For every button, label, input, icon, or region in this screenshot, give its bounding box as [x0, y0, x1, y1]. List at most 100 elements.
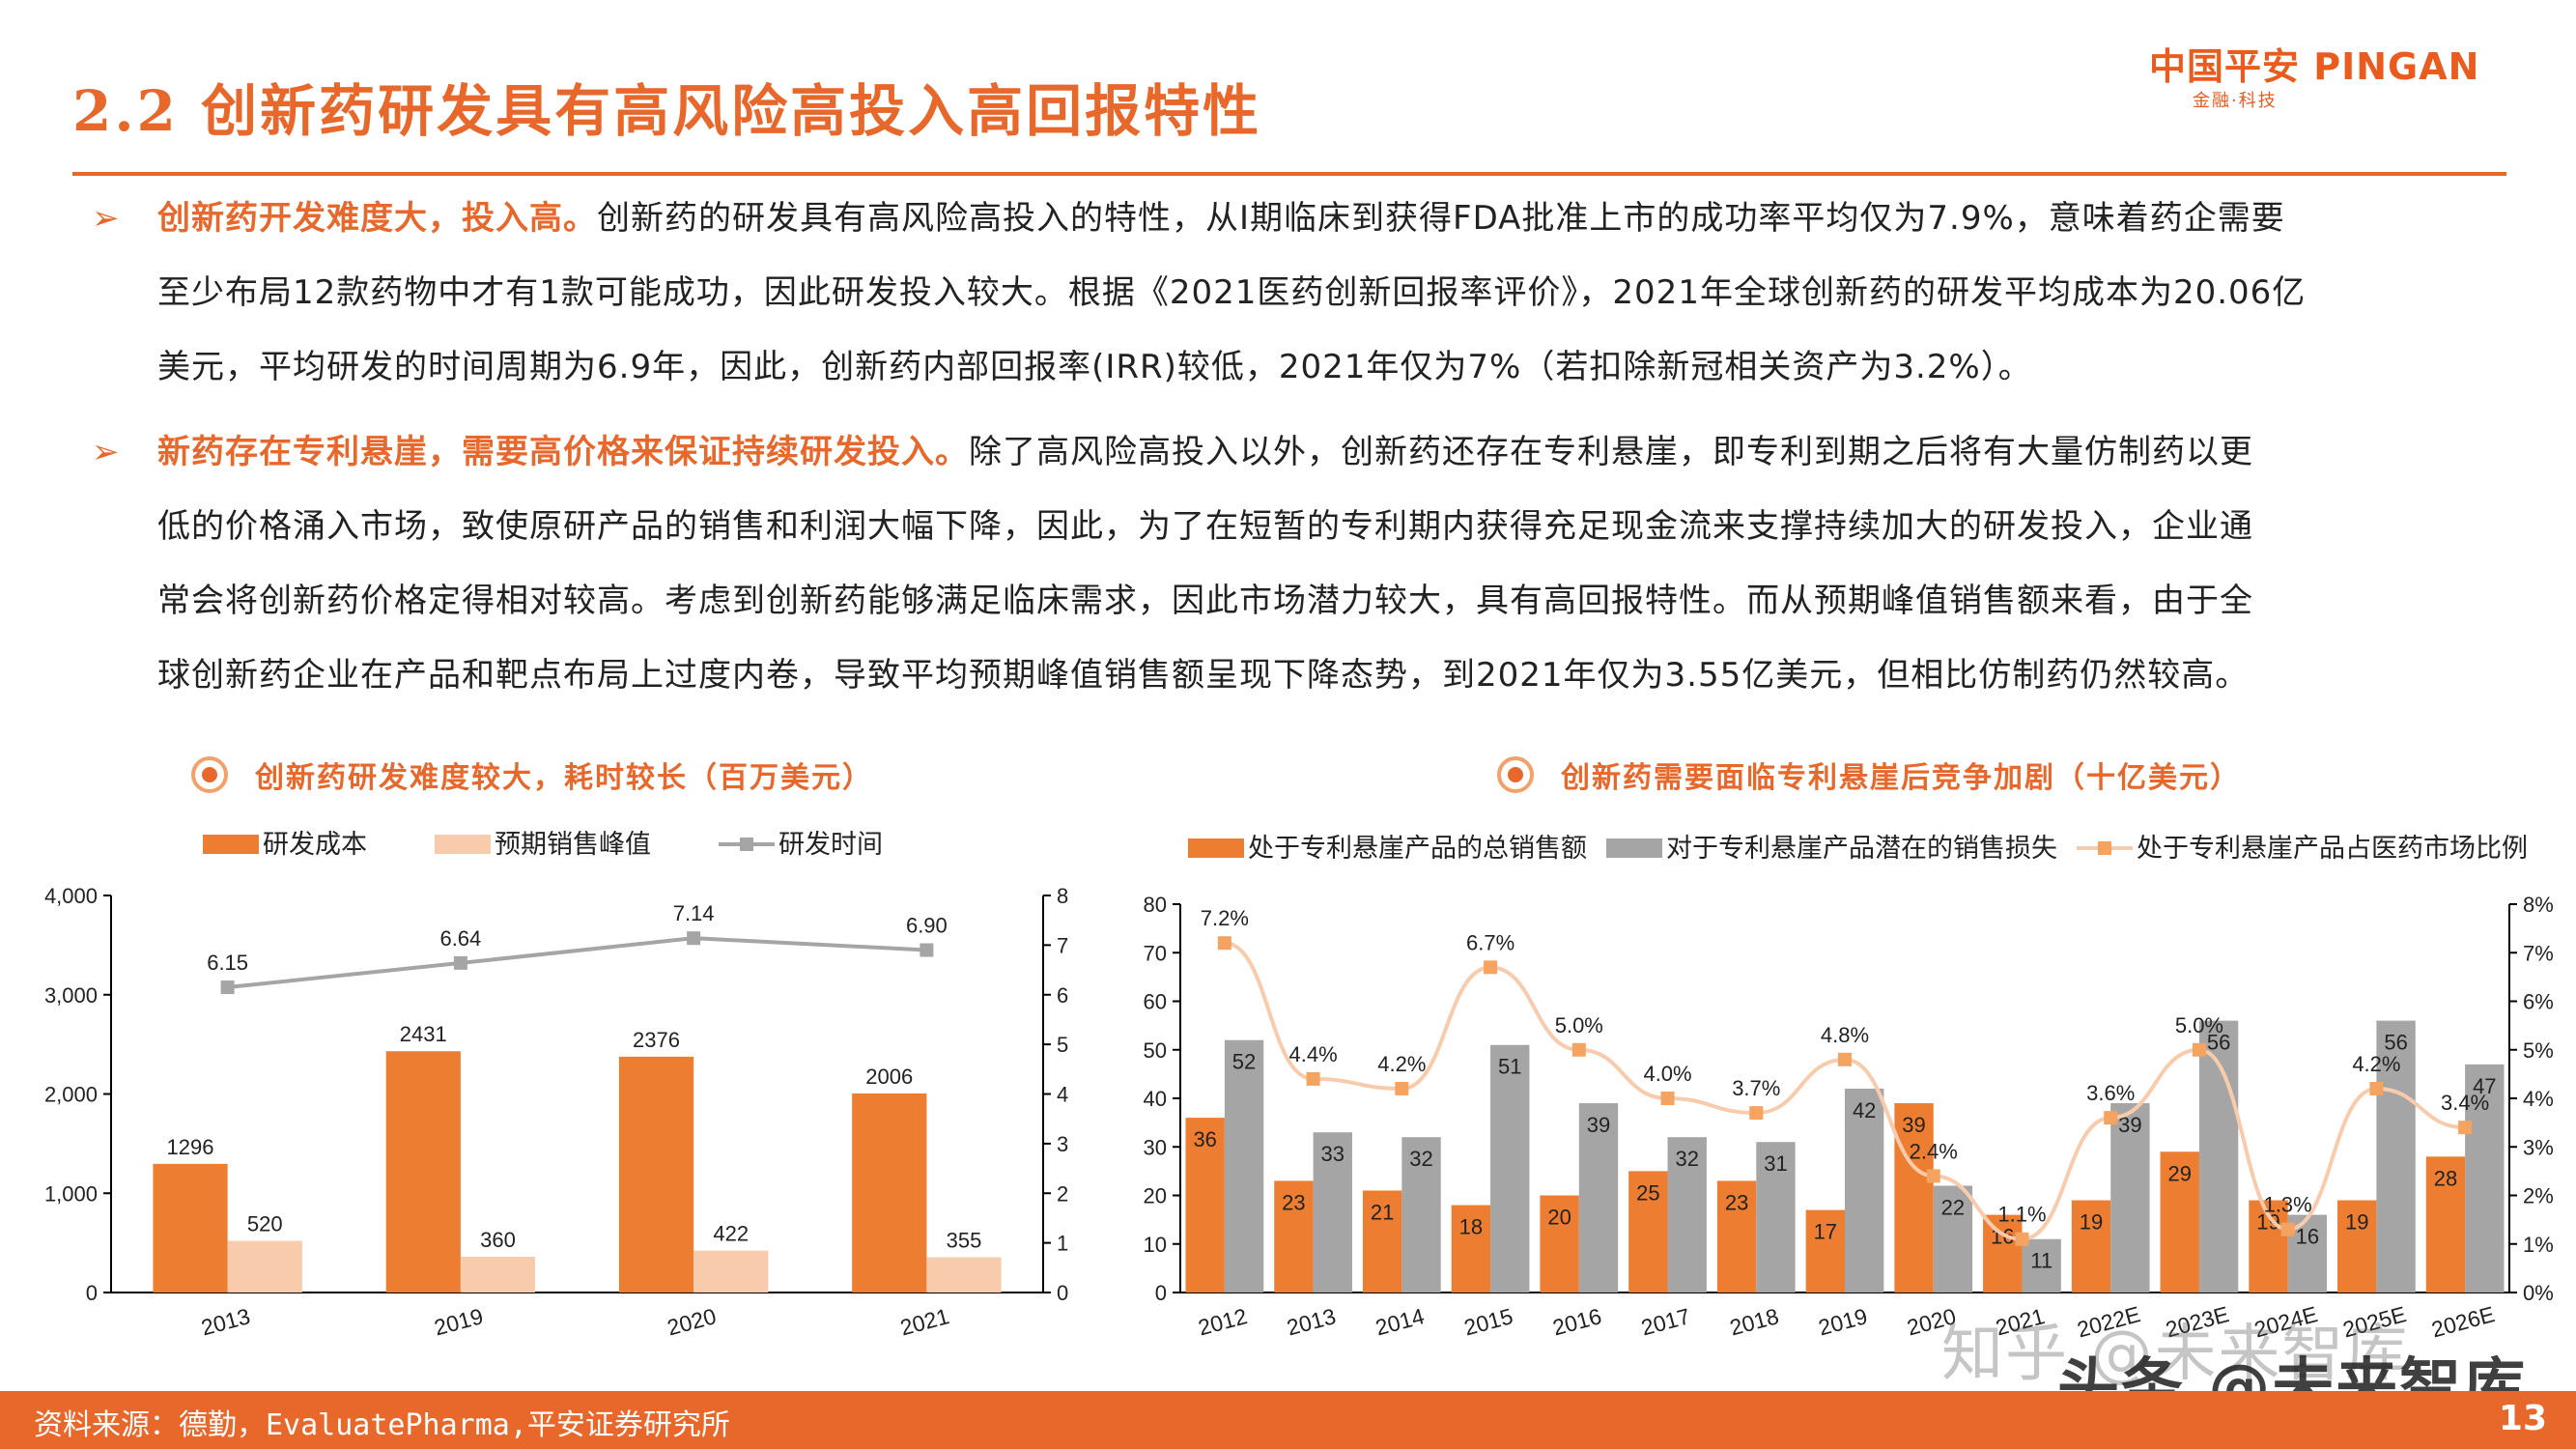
bar-value-label: 18 — [1459, 1215, 1483, 1239]
paragraph-text: 球创新药企业在产品和靶点布局上过度内卷，导致平均预期峰值销售额呈现下降态势，到2… — [157, 656, 2250, 695]
legend-marker — [2098, 841, 2111, 855]
watermark-zhihu: 知乎 @未来智库 — [1941, 1319, 2410, 1390]
line-value-label: 5.0% — [1555, 1013, 1603, 1037]
bar-0 — [2425, 1156, 2466, 1293]
bar-value-label: 17 — [1814, 1220, 1837, 1244]
line-marker — [220, 980, 235, 995]
bar-0 — [852, 1093, 927, 1293]
bar-1 — [694, 1250, 769, 1293]
line-value-label: 6.64 — [439, 926, 481, 951]
line-marker — [2458, 1121, 2473, 1135]
line-marker — [2369, 1081, 2384, 1095]
legend-label: 对于专利悬崖产品潜在的销售损失 — [1666, 834, 2057, 863]
line-value-label: 4.4% — [1289, 1042, 1338, 1066]
right-tick-label: 7 — [1057, 933, 1068, 957]
bar-value-label: 51 — [1498, 1055, 1521, 1079]
right-tick-label: 0% — [2523, 1281, 2554, 1305]
left-tick-label: 1,000 — [44, 1181, 98, 1206]
legend-label: 研发时间 — [778, 830, 883, 859]
bar-value-label: 11 — [2030, 1249, 2052, 1273]
line-value-label: 4.2% — [2352, 1052, 2400, 1076]
bar-1 — [1933, 1185, 1973, 1293]
line-value-label: 4.8% — [1821, 1023, 1869, 1047]
bar-value-label: 422 — [713, 1222, 749, 1246]
target-icon — [1497, 756, 1534, 793]
bar-0 — [1451, 1205, 1491, 1293]
line-marker — [1306, 1071, 1320, 1086]
bar-value-label: 21 — [1371, 1200, 1394, 1224]
left-tick-label: 80 — [1144, 893, 1167, 917]
left-tick-label: 30 — [1144, 1135, 1167, 1159]
line-value-label: 2.4% — [1910, 1139, 1958, 1163]
line-marker — [453, 955, 467, 970]
category-label: 2015 — [1461, 1303, 1515, 1340]
bar-value-label: 19 — [2345, 1210, 2368, 1235]
bar-value-label: 23 — [1725, 1190, 1748, 1214]
right-tick-label: 1 — [1057, 1232, 1068, 1256]
paragraph-text: 创新药的研发具有高风险高投入的特性，从I期临床到获得FDA批准上市的成功率平均仅… — [597, 199, 2285, 238]
bar-0 — [1274, 1180, 1314, 1293]
bar-1 — [1313, 1132, 1352, 1293]
left-tick-label: 60 — [1144, 990, 1167, 1014]
right-tick-label: 7% — [2523, 941, 2554, 965]
bar-0 — [1805, 1209, 1845, 1293]
bar-1 — [1224, 1039, 1264, 1293]
page-number: 13 — [2498, 1399, 2547, 1438]
left-tick-label: 4,000 — [44, 884, 98, 908]
left-tick-label: 10 — [1144, 1233, 1167, 1257]
line-marker — [2192, 1042, 2206, 1057]
chart2-title: 创新药需要面临专利悬崖后竞争加剧（十亿美元） — [1561, 761, 2241, 795]
right-tick-label: 4% — [2523, 1087, 2554, 1111]
line-marker — [1571, 1042, 1586, 1057]
chart2-heading: 创新药需要面临专利悬崖后竞争加剧（十亿美元） — [1497, 753, 2241, 796]
line-marker — [687, 931, 701, 946]
bar-value-label: 47 — [2473, 1074, 2496, 1098]
category-label: 2020 — [665, 1303, 719, 1340]
line-marker — [2104, 1111, 2118, 1125]
line-marker — [1838, 1052, 1852, 1066]
bar-0 — [385, 1051, 461, 1293]
line-value-label: 4.2% — [1377, 1052, 1426, 1076]
bar-value-label: 25 — [1636, 1180, 1659, 1205]
line-series — [227, 936, 927, 990]
bar-value-label: 42 — [1853, 1098, 1876, 1122]
bar-0 — [2071, 1200, 2111, 1293]
bar-1 — [2376, 1020, 2416, 1293]
category-label: 2021 — [897, 1303, 951, 1340]
bar-value-label: 36 — [1193, 1127, 1216, 1151]
legend-label: 研发成本 — [263, 830, 367, 859]
paragraph-text: 低的价格涌入市场，致使原研产品的销售和利润大幅下降，因此，为了在短暂的专利期内获… — [157, 507, 2253, 546]
line-marker — [1217, 936, 1231, 951]
line-value-label: 3.6% — [2086, 1081, 2135, 1105]
bar-1 — [460, 1257, 536, 1293]
line-marker — [2015, 1232, 2029, 1246]
logo-tagline: 金融·科技 — [2193, 91, 2278, 111]
right-tick-label: 6% — [2523, 990, 2554, 1014]
page-title: 2.2 创新药研发具有高风险高投入高回报特性 — [72, 78, 1262, 144]
line-marker — [1749, 1106, 1764, 1121]
line-value-label: 3.4% — [2441, 1091, 2489, 1115]
bar-0 — [2337, 1200, 2377, 1293]
legend-swatch — [203, 835, 259, 854]
rd-cost-chart: 0 1,000 2,000 3,000 4,000 0 1 2 3 4 5 6 7 8 1296 2431 23… — [44, 830, 1068, 1340]
bar-value-label: 52 — [1232, 1050, 1256, 1074]
legend-swatch — [1606, 838, 1662, 858]
bar-0 — [1362, 1190, 1402, 1293]
bar-1 — [1578, 1103, 1619, 1293]
right-tick-label: 2% — [2523, 1184, 2554, 1208]
bar-0 — [618, 1056, 694, 1293]
paragraph-text: 除了高风险高投入以外，创新药还存在专利悬崖，即专利到期之后将有大量仿制药以更 — [969, 433, 2253, 471]
right-tick-label: 6 — [1057, 983, 1068, 1008]
bullet-arrow-icon: ➢ — [92, 199, 121, 238]
left-tick-label: 40 — [1144, 1087, 1167, 1111]
bar-0 — [1983, 1214, 2023, 1293]
bar-0 — [1540, 1195, 1579, 1293]
line-value-label: 4.0% — [1643, 1062, 1691, 1086]
right-tick-label: 8% — [2523, 893, 2554, 917]
bar-value-label: 23 — [1282, 1190, 1305, 1214]
right-tick-label: 3% — [2523, 1135, 2554, 1159]
left-tick-label: 0 — [86, 1281, 98, 1305]
bar-value-label: 520 — [247, 1212, 283, 1236]
category-label: 2012 — [1196, 1303, 1250, 1340]
bar-value-label: 2376 — [633, 1028, 680, 1052]
